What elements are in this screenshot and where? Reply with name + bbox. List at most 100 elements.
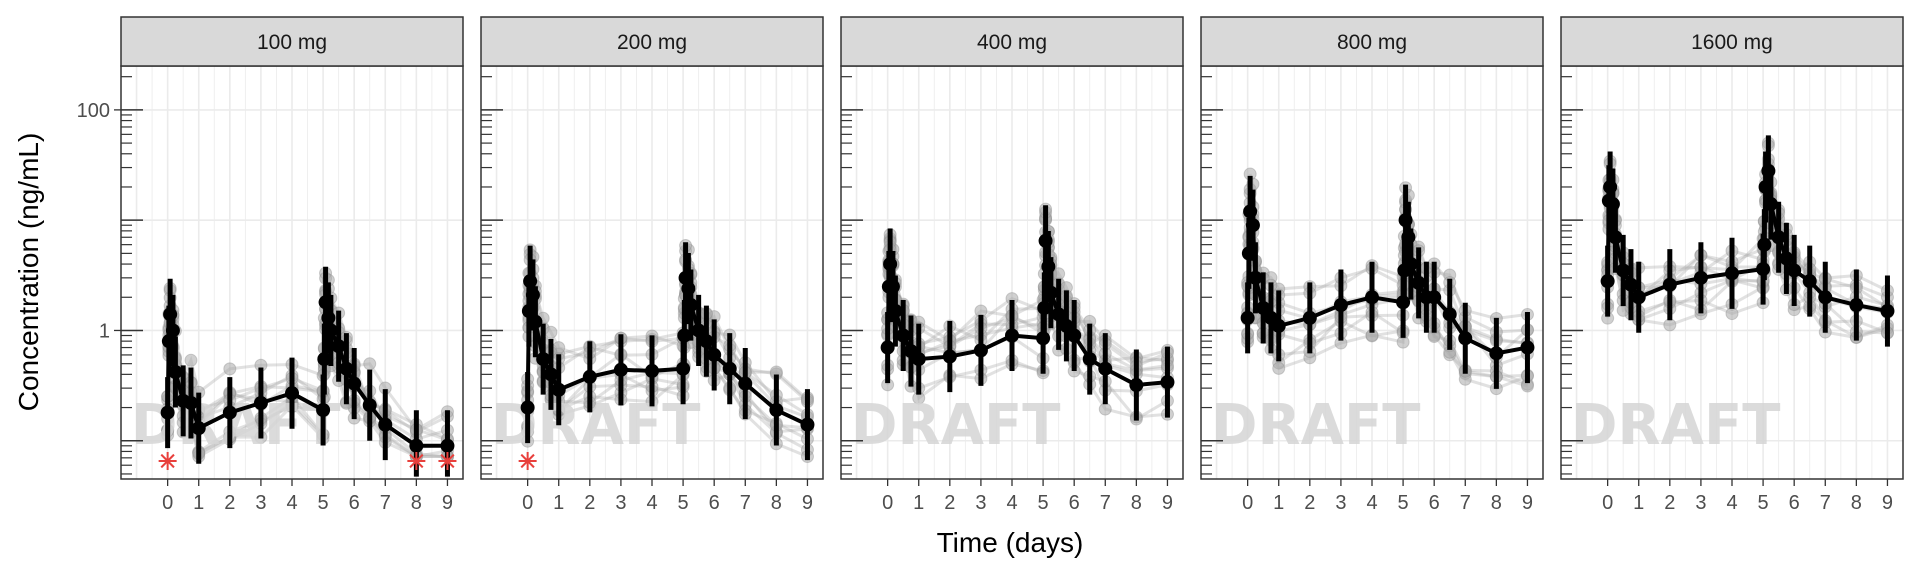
mean-point — [1396, 295, 1411, 310]
x-tick-label: 9 — [802, 492, 813, 514]
mean-series — [880, 205, 1175, 421]
mean-point — [942, 349, 957, 364]
individual-point — [544, 325, 558, 339]
mean-point — [317, 352, 332, 367]
mean-point — [521, 304, 536, 319]
mean-point — [1243, 204, 1258, 219]
mean-point — [1098, 361, 1113, 376]
mean-point — [1241, 246, 1256, 261]
individual-point — [1272, 361, 1286, 375]
mean-point — [1129, 378, 1144, 393]
facet-panel-2: DRAFT 400 mg 0 1 2 3 4 5 6 7 8 9 — [840, 16, 1184, 514]
facet-strip-label: 400 mg — [977, 31, 1047, 54]
mean-point — [1600, 274, 1615, 289]
mean-point — [645, 363, 659, 378]
mean-point — [1401, 230, 1416, 245]
facet-strip — [840, 16, 1184, 67]
mean-point — [1041, 259, 1056, 274]
x-tick-label: 6 — [1789, 492, 1800, 514]
watermark-text: DRAFT — [851, 393, 1060, 458]
mean-point — [691, 323, 706, 338]
x-tick-label: 2 — [1664, 492, 1675, 514]
x-tick-label: 3 — [1695, 492, 1706, 514]
mean-point — [880, 340, 895, 355]
x-tick-label: 0 — [882, 492, 893, 514]
x-tick-label: 3 — [255, 492, 266, 514]
mean-point — [1849, 298, 1864, 313]
individual-point — [1663, 318, 1677, 332]
mean-point — [285, 386, 299, 401]
x-tick-label: 4 — [1726, 492, 1737, 514]
x-tick-label: 1 — [913, 492, 924, 514]
x-tick-label: 2 — [1304, 492, 1315, 514]
x-tick-label: 0 — [162, 492, 173, 514]
mean-point — [378, 417, 393, 432]
x-tick-label: 5 — [1038, 492, 1049, 514]
mean-point — [183, 395, 198, 410]
mean-point — [536, 352, 551, 367]
mean-point — [222, 405, 237, 420]
mean-point — [1802, 274, 1817, 289]
x-tick-label: 8 — [1131, 492, 1142, 514]
mean-point — [165, 323, 180, 338]
individual-point — [184, 353, 198, 367]
mean-series — [1240, 175, 1535, 389]
mean-point — [1623, 277, 1638, 292]
mean-point — [1458, 331, 1473, 346]
mean-point — [1427, 290, 1442, 305]
mean-point — [543, 367, 558, 382]
facet-strip — [480, 16, 824, 67]
mean-point — [525, 287, 540, 302]
mean-point — [1761, 163, 1776, 178]
x-tick-label: 5 — [318, 492, 329, 514]
mean-point — [973, 343, 988, 358]
mean-point — [168, 365, 183, 380]
x-tick-label: 7 — [1460, 492, 1471, 514]
mean-point — [1603, 179, 1618, 194]
mean-point — [1411, 275, 1426, 290]
mean-point — [1248, 270, 1263, 285]
mean-point — [1605, 197, 1620, 212]
mean-point — [1082, 352, 1097, 367]
facet-panel-1: DRAFT 200 mg 0 1 2 3 4 5 6 7 8 9 — [480, 16, 824, 514]
mean-series — [160, 266, 455, 477]
x-tick-label: 5 — [678, 492, 689, 514]
mean-point — [347, 376, 362, 391]
x-tick-label: 2 — [584, 492, 595, 514]
blq-marker — [407, 452, 426, 470]
mean-point — [911, 352, 926, 367]
facet-strip-label: 800 mg — [1337, 31, 1407, 54]
x-tick-label: 7 — [740, 492, 751, 514]
mean-point — [318, 295, 333, 310]
blq-marker — [438, 452, 457, 470]
mean-point — [528, 314, 543, 329]
x-tick-label: 2 — [944, 492, 955, 514]
x-tick-label: 4 — [646, 492, 657, 514]
facet-strip-label: 1600 mg — [1691, 31, 1773, 54]
mean-point — [520, 400, 535, 415]
mean-point — [1757, 237, 1772, 252]
mean-point — [1365, 290, 1379, 305]
mean-point — [1758, 179, 1773, 194]
x-tick-label: 9 — [1882, 492, 1893, 514]
mean-point — [1880, 304, 1895, 319]
mean-point — [1302, 310, 1317, 325]
mean-point — [681, 281, 696, 296]
mean-point — [1240, 310, 1255, 325]
mean-point — [1043, 285, 1058, 300]
facet-panel-4: DRAFT 1600 mg 0 1 2 3 4 5 6 7 8 9 — [1560, 16, 1904, 514]
x-tick-label: 0 — [1242, 492, 1253, 514]
y-tick-label: 100 — [77, 100, 110, 122]
mean-point — [1051, 307, 1066, 322]
mean-point — [1038, 233, 1053, 248]
x-tick-label: 1 — [193, 492, 204, 514]
x-tick-label: 7 — [1100, 492, 1111, 514]
mean-point — [1059, 318, 1074, 333]
mean-point — [1067, 328, 1082, 343]
y-axis-title: Concentration (ng/mL) — [13, 133, 44, 412]
x-tick-label: 4 — [1006, 492, 1017, 514]
mean-point — [1662, 277, 1677, 292]
x-tick-label: 9 — [1522, 492, 1533, 514]
